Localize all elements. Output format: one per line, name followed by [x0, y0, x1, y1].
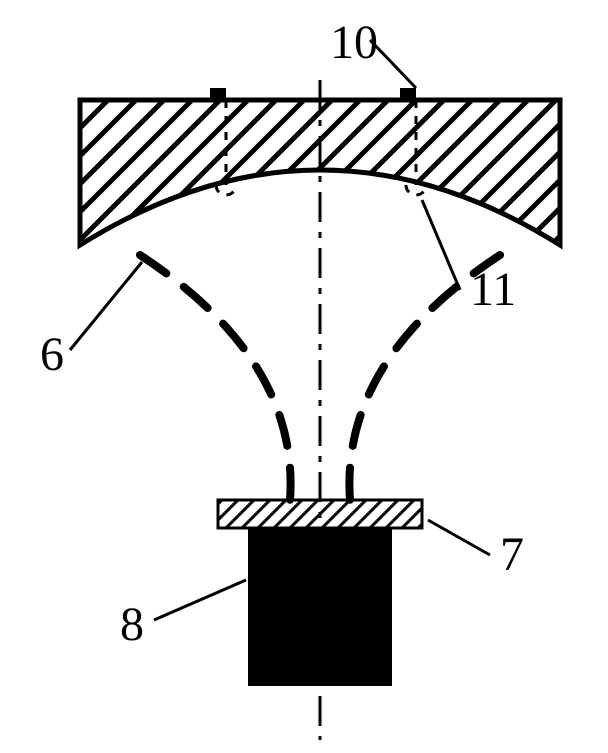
diagram-canvas: 10 11 6 7 8 — [0, 0, 608, 753]
leader-7 — [428, 520, 490, 555]
leader-11 — [422, 200, 460, 290]
peg-left — [210, 88, 226, 100]
label-8: 8 — [120, 598, 144, 651]
label-11: 11 — [470, 263, 516, 316]
leader-6 — [70, 262, 142, 350]
label-10: 10 — [330, 16, 378, 69]
block-8 — [248, 528, 392, 686]
funnel-left — [140, 255, 291, 500]
label-6: 6 — [40, 328, 64, 381]
leader-8 — [154, 580, 246, 620]
label-7: 7 — [500, 528, 524, 581]
peg-right — [400, 88, 416, 100]
